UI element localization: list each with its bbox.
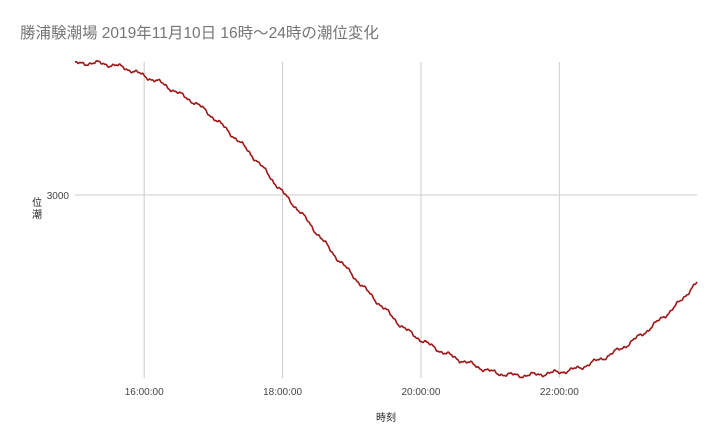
x-tick-label: 18:00:00	[263, 387, 302, 398]
x-tick-label: 20:00:00	[401, 387, 440, 398]
chart-title: 勝浦験潮場 2019年11月10日 16時〜24時の潮位変化	[20, 25, 379, 42]
x-axis-title: 時刻	[376, 411, 396, 424]
grid-lines	[75, 62, 697, 378]
y-tick-label: 3000	[47, 191, 70, 202]
y-axis-title: 位潮	[32, 196, 42, 221]
y-axis-tick-labels: 3000	[47, 191, 70, 202]
x-axis-tick-labels: 16:00:00 18:00:00 20:00:00 22:00:00	[125, 387, 579, 398]
tide-series-line	[74, 60, 698, 379]
x-tick-label: 22:00:00	[540, 387, 579, 398]
x-tick-label: 16:00:00	[125, 387, 164, 398]
